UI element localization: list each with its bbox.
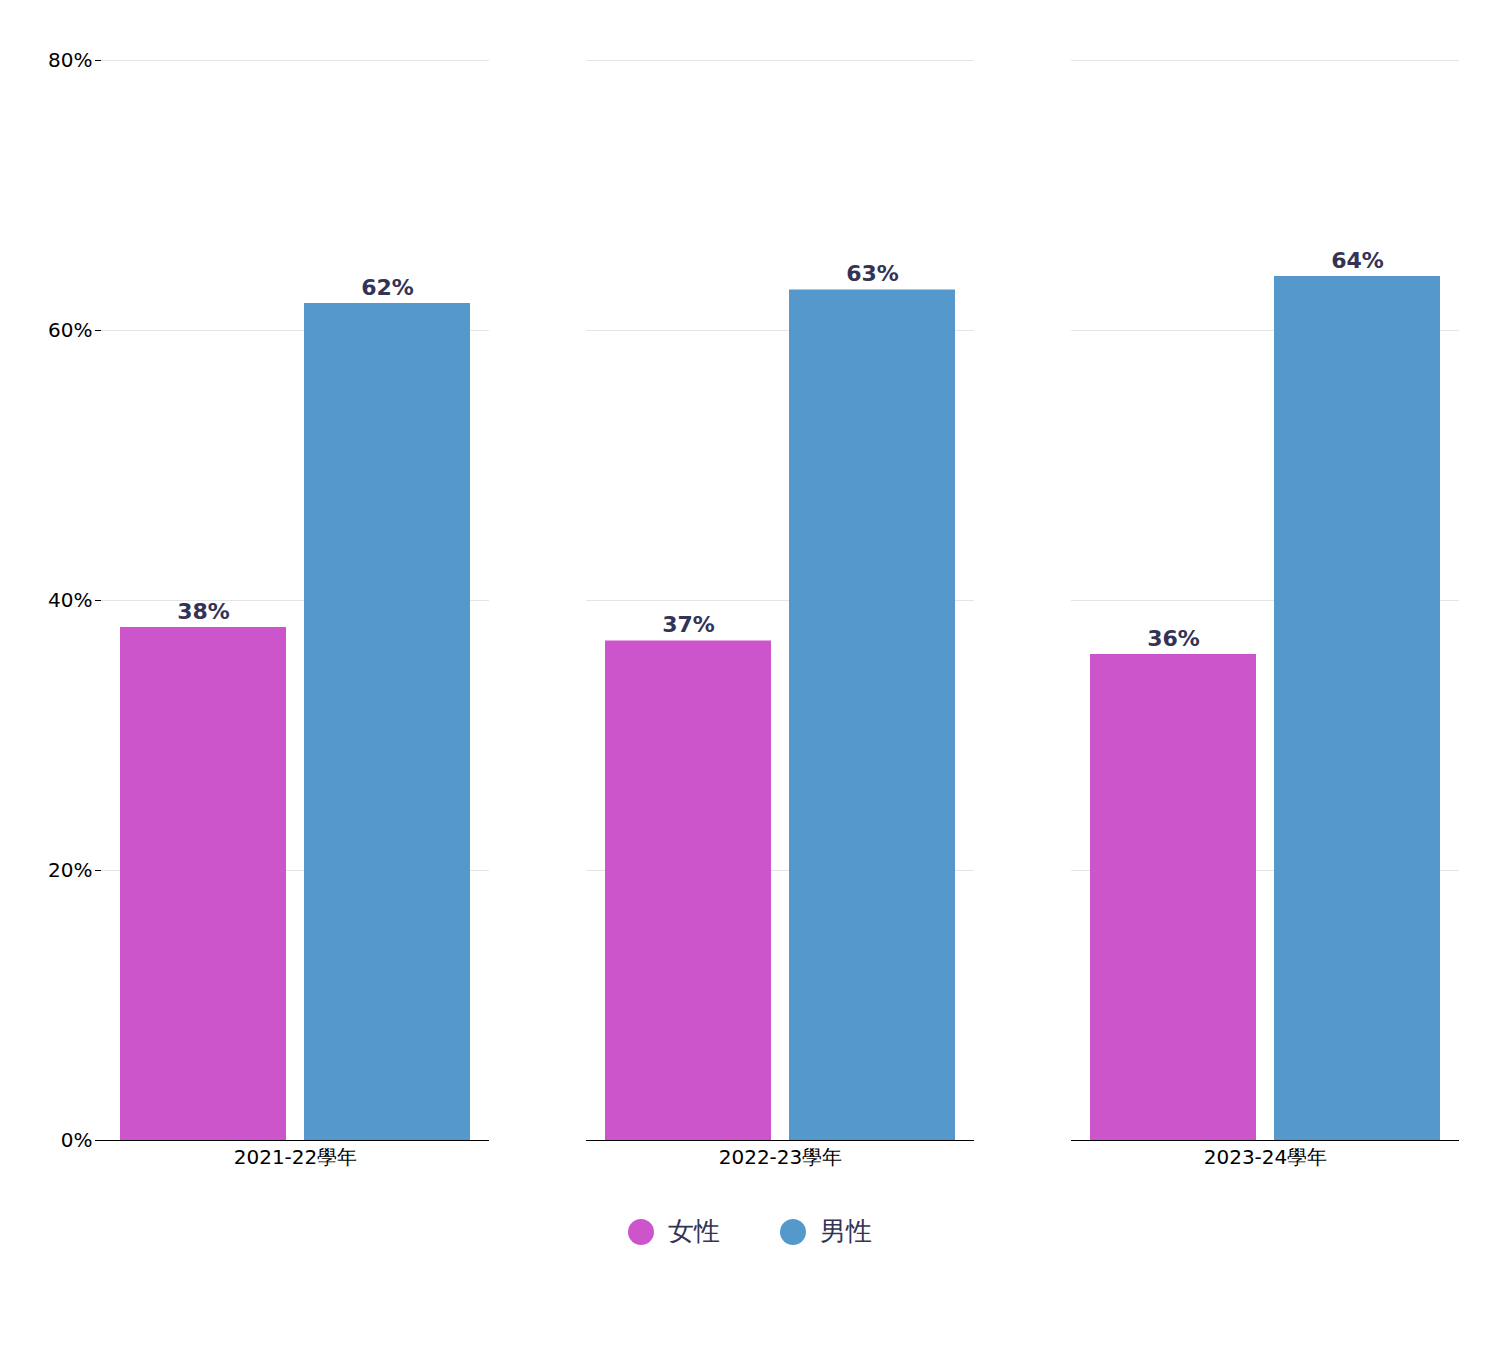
html-text:男性: 男性: [820, 1216, 872, 1246]
svg-text:2023-24學年: 2023-24學年: [1204, 1145, 1328, 1169]
svg-text:80%: 80%: [48, 48, 92, 72]
svg-text:64%: 64%: [1331, 248, 1384, 273]
svg-text:20%: 20%: [48, 858, 92, 882]
html-text:女性: 女性: [668, 1216, 720, 1246]
svg-text:36%: 36%: [1147, 626, 1200, 651]
svg-text:63%: 63%: [846, 261, 899, 286]
svg-text:0%: 0%: [61, 1128, 93, 1152]
svg-text:2022-23學年: 2022-23學年: [719, 1145, 843, 1169]
svg-text:60%: 60%: [48, 318, 92, 342]
svg-text:38%: 38%: [177, 599, 230, 624]
svg-text:37%: 37%: [662, 612, 715, 637]
svg-text:40%: 40%: [48, 588, 92, 612]
svg-text:2021-22學年: 2021-22學年: [234, 1145, 358, 1169]
svg-text:62%: 62%: [361, 275, 414, 300]
